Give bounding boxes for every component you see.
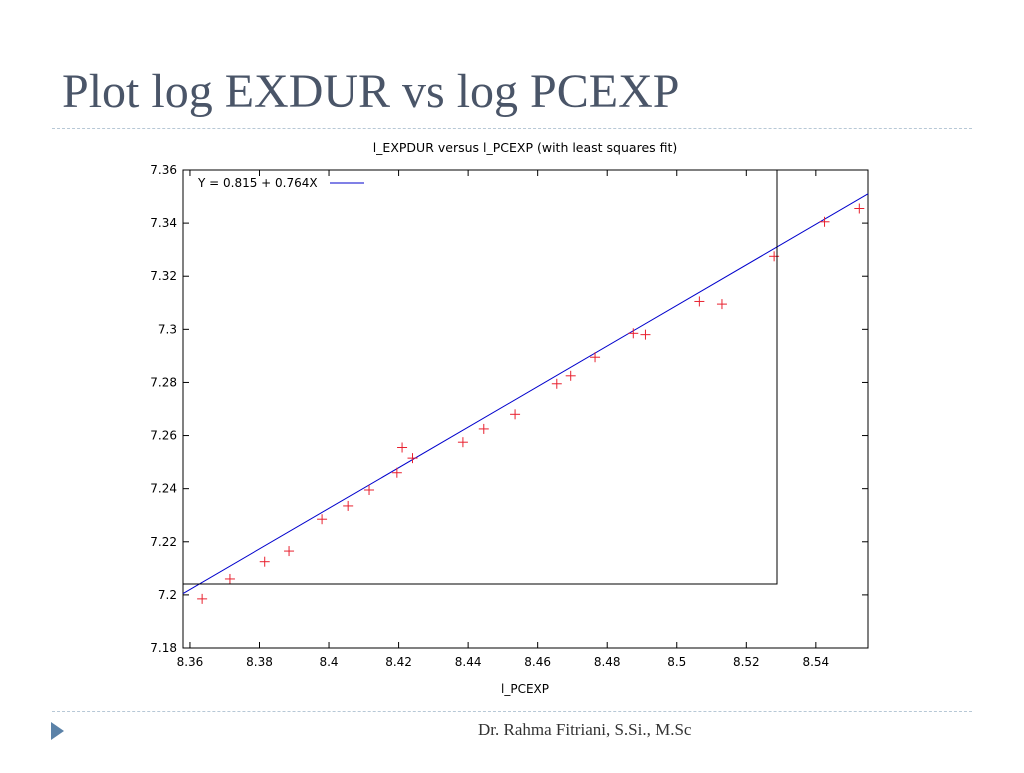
y-tick-label: 7.32 bbox=[150, 269, 177, 283]
legend-box bbox=[182, 169, 778, 585]
x-tick-label: 8.5 bbox=[667, 655, 686, 669]
y-tick-label: 7.18 bbox=[150, 641, 177, 655]
legend-label: Y = 0.815 + 0.764X bbox=[197, 176, 318, 190]
y-tick-label: 7.26 bbox=[150, 429, 177, 443]
data-point bbox=[259, 556, 270, 567]
data-point bbox=[769, 251, 780, 262]
x-tick-label: 8.44 bbox=[455, 655, 482, 669]
y-tick-label: 7.36 bbox=[150, 163, 177, 177]
data-point bbox=[565, 370, 576, 381]
data-point bbox=[407, 453, 418, 464]
y-axis: 7.18 7.2 7.22 7.24 7.26 7.28 7.3 7.32 7.34 7.36 bbox=[150, 163, 868, 655]
y-tick-label: 7.24 bbox=[150, 482, 177, 496]
footer-author: Dr. Rahma Fitriani, S.Si., M.Sc bbox=[478, 720, 692, 739]
data-point bbox=[590, 352, 601, 363]
data-point bbox=[551, 378, 562, 389]
y-tick-label: 7.28 bbox=[150, 375, 177, 389]
x-tick-label: 8.4 bbox=[319, 655, 338, 669]
data-point bbox=[640, 329, 651, 340]
data-point bbox=[343, 500, 354, 511]
y-tick-label: 7.3 bbox=[158, 322, 177, 336]
data-point bbox=[819, 216, 830, 227]
nav-arrow-icon[interactable] bbox=[51, 722, 64, 740]
footer-divider bbox=[52, 711, 972, 712]
x-tick-label: 8.54 bbox=[802, 655, 829, 669]
y-tick-label: 7.34 bbox=[150, 216, 177, 230]
x-tick-label: 8.42 bbox=[385, 655, 412, 669]
data-point bbox=[317, 514, 328, 525]
x-tick-label: 8.36 bbox=[177, 655, 204, 669]
x-tick-label: 8.48 bbox=[594, 655, 621, 669]
data-point bbox=[364, 484, 375, 495]
y-tick-label: 7.2 bbox=[158, 588, 177, 602]
x-axis: 8.36 8.38 8.4 8.42 8.44 8.46 8.48 8.5 8.52 8.54 bbox=[177, 170, 829, 669]
x-axis-label: l_PCEXP bbox=[501, 682, 549, 696]
data-point bbox=[510, 409, 521, 420]
data-points bbox=[197, 203, 865, 604]
slide-title: Plot log EXDUR vs log PCEXP bbox=[62, 65, 680, 118]
x-tick-label: 8.38 bbox=[246, 655, 273, 669]
data-point bbox=[628, 328, 639, 339]
data-point bbox=[478, 423, 489, 434]
plot-frame bbox=[182, 169, 869, 649]
data-point bbox=[224, 573, 235, 584]
data-point bbox=[197, 593, 208, 604]
chart-title: l_EXPDUR versus l_PCEXP (with least squa… bbox=[373, 140, 678, 155]
data-point bbox=[457, 437, 468, 448]
data-point bbox=[397, 442, 408, 453]
x-tick-label: 8.52 bbox=[733, 655, 760, 669]
fit-layer bbox=[182, 193, 869, 594]
data-point bbox=[854, 203, 865, 214]
data-point bbox=[694, 296, 705, 307]
data-point bbox=[716, 299, 727, 310]
data-point bbox=[284, 546, 295, 557]
y-tick-label: 7.22 bbox=[150, 535, 177, 549]
fit-line bbox=[182, 193, 869, 594]
x-tick-label: 8.46 bbox=[524, 655, 551, 669]
title-divider bbox=[52, 128, 972, 129]
data-point bbox=[391, 467, 402, 478]
